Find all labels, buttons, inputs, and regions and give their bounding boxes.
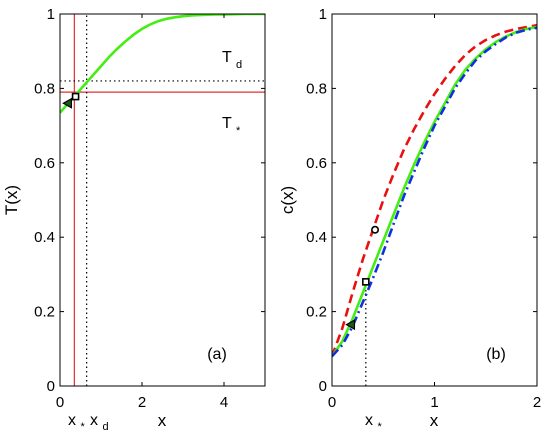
y-tick-label: 0.6: [34, 155, 55, 172]
series-line-dashed: [332, 23, 537, 357]
y-tick-label: 0: [47, 378, 55, 395]
panel-b-ylabel: c(x): [278, 186, 297, 214]
y-tick-label: 0.8: [34, 80, 55, 97]
panel-b-xlabel: x: [430, 411, 439, 430]
panel-b-markers: [345, 225, 380, 331]
annot-x-star-a: x *: [68, 412, 85, 433]
y-tick-label: 0.2: [34, 304, 55, 321]
panel-a-xlabel: x: [158, 411, 167, 430]
panel-a-reference-lines: [60, 14, 265, 386]
panel-b-ticks: 0 1 2 0 0.2 0.4 0.6 0.8 1: [306, 6, 541, 411]
marker-square: [71, 92, 80, 101]
y-tick-label: 0: [319, 378, 327, 395]
annot-x-star-b: x *: [365, 412, 382, 433]
panel-a-ticks: 0 2 4 0 0.2 0.4 0.6 0.8 1: [34, 6, 265, 411]
panel-b: 0 1 2 0 0.2 0.4 0.6 0.8 1 c(x) x (b) x *: [278, 6, 541, 433]
y-tick-label: 1: [319, 6, 327, 23]
panel-a-axes-box: [59, 13, 266, 387]
y-tick-label: 0.2: [306, 304, 327, 321]
panel-a-markers: [62, 92, 80, 109]
marker-triangle: [345, 319, 356, 331]
y-tick-label: 0.8: [306, 80, 327, 97]
y-tick-label: 0.6: [306, 155, 327, 172]
annot-t-d: T d: [222, 49, 242, 71]
series-line-dashdot: [332, 26, 537, 358]
series-line-solid: [60, 14, 265, 114]
panel-b-axes-box: [331, 13, 538, 387]
annot-t-star: T *: [222, 115, 241, 137]
x-tick-label: 2: [533, 394, 541, 411]
marker-square: [362, 278, 370, 286]
panel-b-series: [332, 23, 537, 358]
y-tick-label: 1: [47, 6, 55, 23]
panel-b-panel-label: (b): [486, 346, 506, 363]
marker-circle: [371, 225, 380, 234]
x-tick-label: 0: [56, 394, 64, 411]
x-tick-label: 2: [138, 394, 146, 411]
panel-a-panel-label: (a): [207, 346, 227, 363]
y-tick-label: 0.4: [306, 229, 327, 246]
panel-a-ylabel: T(x): [2, 185, 21, 215]
x-tick-label: 0: [328, 394, 336, 411]
y-tick-label: 0.4: [34, 229, 55, 246]
x-tick-label: 4: [220, 394, 228, 411]
marker-triangle: [62, 97, 72, 109]
series-line-solid: [332, 25, 537, 357]
annot-x-d: x d: [90, 412, 109, 433]
x-tick-label: 1: [430, 394, 438, 411]
panel-a: 0 2 4 0 0.2 0.4 0.6 0.8 1 T(x) x (a) T d T * x *…: [2, 6, 266, 433]
panel-a-series: [60, 14, 265, 114]
